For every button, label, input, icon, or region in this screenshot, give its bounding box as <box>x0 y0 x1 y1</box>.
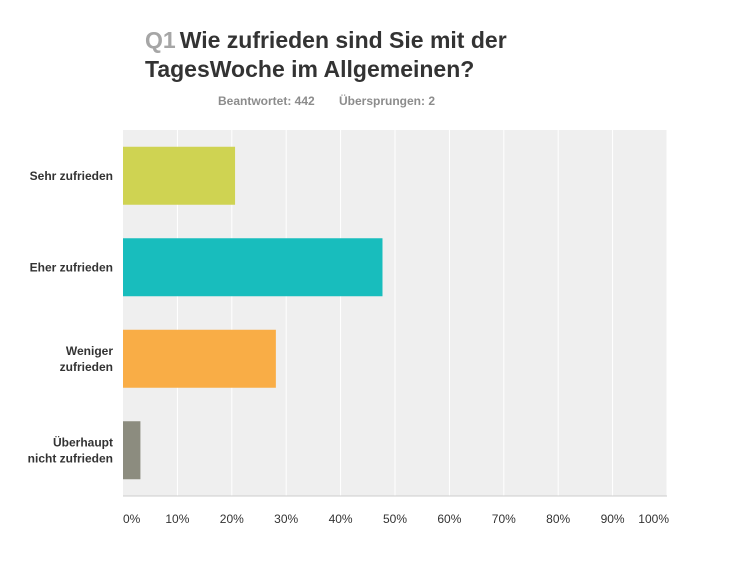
category-label-3: Weniger zufrieden <box>60 344 114 374</box>
answered-count: Beantwortet: 442 <box>218 94 315 108</box>
category-label-2: Eher zufrieden <box>30 260 113 274</box>
x-tick-label: 60% <box>437 512 461 526</box>
x-tick-label: 50% <box>383 512 407 526</box>
bar-3 <box>123 329 276 388</box>
x-tick-label: 100% <box>638 512 669 526</box>
question-text: Wie zufrieden sind Sie mit der TagesWoch… <box>145 27 507 82</box>
x-tick-label: 20% <box>220 512 244 526</box>
bar-1 <box>123 146 236 205</box>
x-tick-label: 40% <box>329 512 353 526</box>
skipped-count: Übersprungen: 2 <box>339 94 436 108</box>
question-number: Q1 <box>145 27 176 53</box>
x-tick-label: 0% <box>123 512 141 526</box>
category-label-4: Überhaupt nicht zufrieden <box>28 434 113 465</box>
category-label-1: Sehr zufrieden <box>30 169 113 183</box>
x-tick-label: 30% <box>274 512 298 526</box>
x-tick-label: 90% <box>601 512 625 526</box>
x-tick-label: 70% <box>492 512 516 526</box>
x-tick-label: 80% <box>546 512 570 526</box>
x-tick-label: 10% <box>165 512 189 526</box>
bar-4 <box>123 421 141 480</box>
bar-2 <box>123 238 383 297</box>
chart-title: Q1 Wie zufrieden sind Sie mit der TagesWo… <box>145 26 565 84</box>
